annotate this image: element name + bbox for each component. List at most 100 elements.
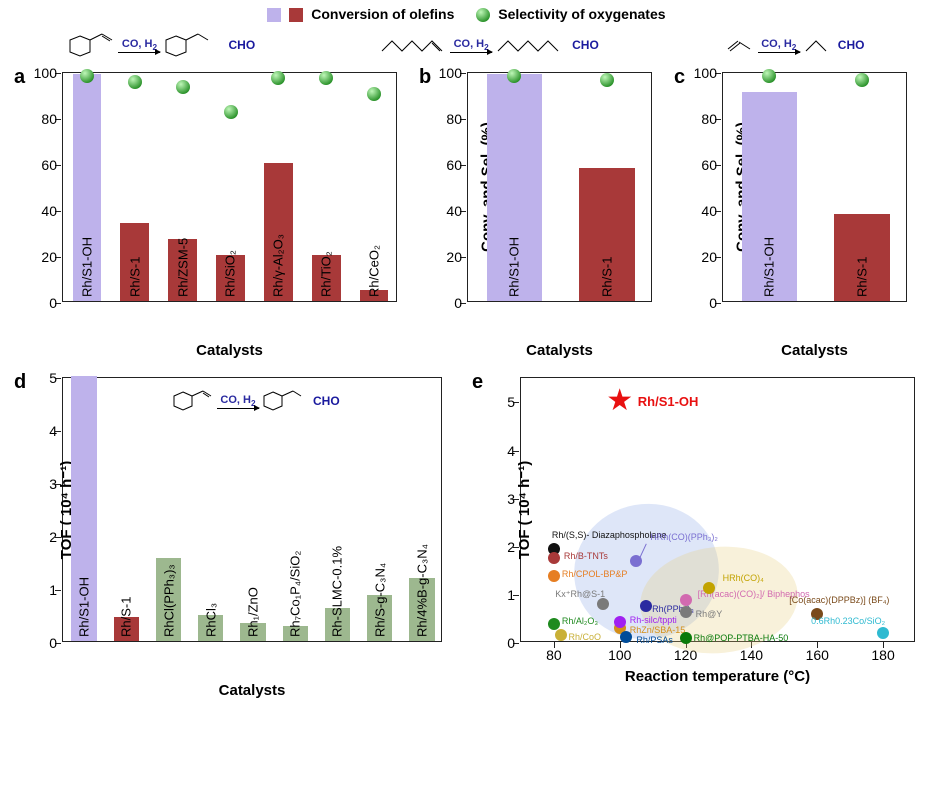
- selectivity-point: [855, 73, 869, 87]
- legend: Conversion of olefins Selectivity of oxy…: [6, 6, 927, 22]
- scatter-point: [548, 552, 560, 564]
- bar: Rh/S-1: [120, 223, 149, 301]
- scatter-label: Rh/B-TNTs: [564, 551, 608, 561]
- bar-label: Rh/γ-Al₂O₃: [271, 234, 286, 297]
- selectivity-point: [367, 87, 381, 101]
- chart-d: TOF ( 10⁴ h⁻¹) CO, H2 CHO 012345Rh/S1-OH…: [62, 377, 442, 642]
- scatter-label: Rh/CoO: [569, 632, 602, 642]
- chart-c: Conv. and Sel. (%) 020406080100Rh/S1-OHR…: [722, 72, 907, 302]
- selectivity-point: [271, 71, 285, 85]
- cho-label: CHO: [572, 38, 599, 52]
- panel-a: a Conv. and Sel. (%) 020406080100Rh/S1-O…: [62, 72, 397, 359]
- selectivity-point: [80, 69, 94, 83]
- reaction-hexene: CO, H2 CHO: [380, 33, 599, 57]
- bar-label: Rh/ZSM-5: [175, 238, 190, 297]
- scatter-point: [703, 582, 715, 594]
- scatter-point: [680, 594, 692, 606]
- bar-label: Rh/S-1: [599, 257, 614, 297]
- molecule-product-icon: [804, 35, 834, 55]
- scatter-point: [555, 629, 567, 641]
- xlabel-c: Catalysts: [722, 342, 907, 359]
- bar: Rh-SLMC-0.1%: [325, 608, 350, 641]
- legend-swatch-1: [267, 8, 281, 22]
- panel-label-a: a: [14, 66, 25, 89]
- panel-d: d TOF ( 10⁴ h⁻¹) CO, H2 CHO 012345Rh/S1-…: [62, 377, 442, 699]
- scatter-point: [877, 627, 889, 639]
- arrow-label: CO, H2: [450, 38, 492, 53]
- panel-c: c Conv. and Sel. (%) 020406080100Rh/S1-O…: [722, 72, 907, 359]
- bar: Rh/S1-OH: [73, 74, 102, 302]
- bar: Rh/S-g-C₃N₄: [367, 595, 392, 642]
- bar: Rh/S1-OH: [742, 92, 798, 301]
- legend-sel: Selectivity of oxygenates: [476, 6, 665, 22]
- xlabel-e: Reaction temperature (°C): [520, 668, 915, 685]
- legend-conv-label: Conversion of olefins: [311, 6, 454, 22]
- reactions-row: CO, H2 CHO CO, H2 CHO CO, H2 CHO: [6, 28, 927, 62]
- cho-label: CHO: [228, 38, 255, 52]
- scatter-point: [620, 631, 632, 643]
- scatter-label: HRh(CO)₄: [723, 573, 764, 583]
- legend-swatch-2: [289, 8, 303, 22]
- scatter-point: [680, 632, 692, 644]
- bar: Rh/γ-Al₂O₃: [264, 163, 293, 301]
- xlabel-a: Catalysts: [62, 342, 397, 359]
- bar: Rh₁/ZnO: [240, 623, 265, 642]
- scatter-label: [Co(acac)(DPPBz)] (BF₄): [789, 595, 889, 605]
- scatter-point: [614, 616, 626, 628]
- scatter-point: [680, 606, 692, 618]
- chart-e: TOF ( 10⁴ h⁻¹) 01234580100120140160180Rh…: [520, 377, 915, 642]
- bar-label: Rh/S1-OH: [79, 237, 94, 297]
- scatter-label: Rh/Al₂O₃: [562, 616, 598, 626]
- bar-label: Rh₇Co₁P₄/SiO₂: [288, 551, 303, 637]
- chart-a: Conv. and Sel. (%) 020406080100Rh/S1-OHR…: [62, 72, 397, 302]
- xlabel-b: Catalysts: [467, 342, 652, 359]
- scatter-label: 0.6Rh0.23Co/SiO₂: [811, 616, 885, 626]
- scatter-label: RhZn/SBA-15: [630, 625, 686, 635]
- molecule-product-icon: [496, 33, 568, 57]
- bar-label: RhCl(PPh₃)₃: [161, 565, 176, 638]
- bar: RhCl(PPh₃)₃: [156, 558, 181, 642]
- molecule-styrene-icon: [68, 28, 114, 62]
- selectivity-point: [507, 69, 521, 83]
- selectivity-point: [176, 80, 190, 94]
- bar-label: Rh/CeO₂: [367, 245, 382, 297]
- molecule-product-icon: [164, 28, 224, 62]
- bar: Rh/S1-OH: [487, 74, 543, 302]
- scatter-label: Rh-silc/tppti: [630, 615, 677, 625]
- scatter-point: [548, 570, 560, 582]
- bar: Rh/SiO₂: [216, 255, 245, 301]
- bar-label: Rh/S-1: [854, 257, 869, 297]
- bar-label: RhCl₃: [203, 603, 218, 637]
- selectivity-point: [128, 75, 142, 89]
- molecule-ethylene-icon: [724, 35, 754, 55]
- ylabel-e: TOF ( 10⁴ h⁻¹): [515, 461, 533, 559]
- selectivity-point: [600, 73, 614, 87]
- scatter-label: Rh@Y: [696, 609, 723, 619]
- panel-b: b Conv. and Sel. (%) 020406080100Rh/S1-O…: [467, 72, 652, 359]
- bar: Rh/TiO₂: [312, 255, 341, 301]
- bar: Rh/4%B-g-C₃N₄: [409, 578, 434, 642]
- bar: RhCl₃: [198, 615, 223, 642]
- scatter-label: Rh/PSAs: [636, 635, 673, 645]
- scatter-label: Kx⁺Rh@S-1: [555, 589, 605, 600]
- selectivity-point: [762, 69, 776, 83]
- chart-b: Conv. and Sel. (%) 020406080100Rh/S1-OHR…: [467, 72, 652, 302]
- bar-label: Rh/S-1: [127, 257, 142, 297]
- scatter-label: Rh/CPOL-BP&P: [562, 569, 628, 579]
- star-icon: ★: [606, 383, 633, 418]
- arrow-label: CO, H2: [118, 38, 160, 53]
- panel-label-e: e: [472, 371, 483, 394]
- arrow-label: CO, H2: [758, 38, 800, 53]
- panel-e: e TOF ( 10⁴ h⁻¹) 01234580100120140160180…: [520, 377, 915, 699]
- reaction-ethylene: CO, H2 CHO: [724, 35, 865, 55]
- bar-label: Rh/S-g-C₃N₄: [372, 563, 387, 637]
- star-label: Rh/S1-OH: [638, 394, 699, 409]
- inset-reaction: CO, H2 CHO: [173, 386, 340, 416]
- molecule-product-icon: [263, 386, 309, 416]
- sphere-icon: [476, 8, 490, 22]
- legend-conv: Conversion of olefins: [267, 6, 454, 22]
- selectivity-point: [224, 105, 238, 119]
- cho-label: CHO: [838, 38, 865, 52]
- legend-sel-label: Selectivity of oxygenates: [498, 6, 665, 22]
- bar-label: Rh/S1-OH: [77, 577, 92, 637]
